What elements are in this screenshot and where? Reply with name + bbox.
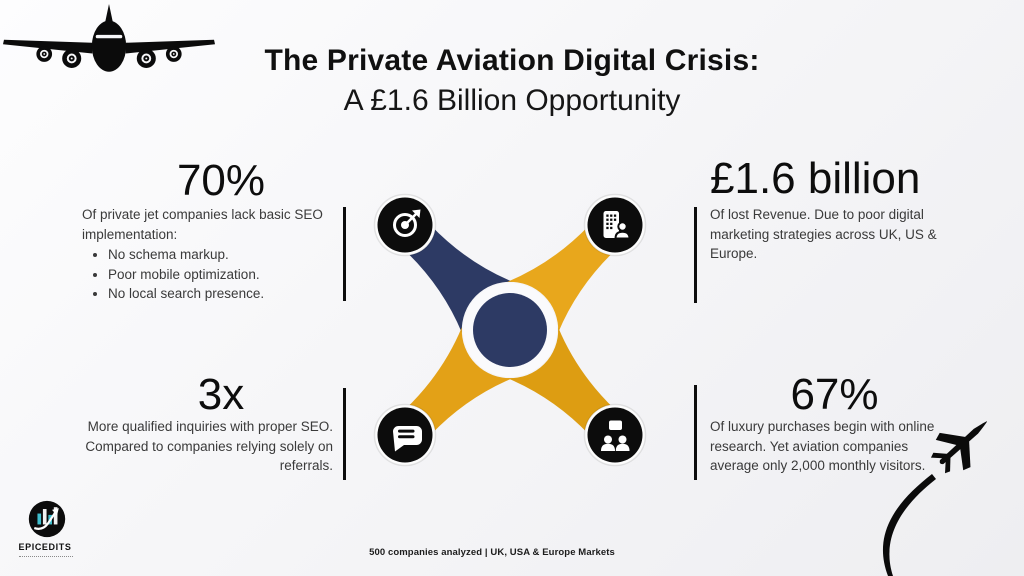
stat-seo-gap-description: Of private jet companies lack basic SEO … [82,205,336,304]
center-circle [473,293,547,367]
divider-line [343,388,346,480]
divider-line [343,207,346,301]
engine-icons [36,46,182,68]
footer-source-note: 500 companies analyzed | UK, USA & Europ… [369,547,615,558]
target-goal-icon [373,193,437,257]
page-title-line1: The Private Aviation Digital Crisis: [264,44,760,77]
logo-wordmark: EPICEDITS [18,542,72,552]
stat-lost-revenue-value: £1.6 billion [710,154,921,203]
diagram-arms [405,225,615,435]
bullet-item: No schema markup. [108,245,336,265]
bullet-item: No local search presence. [108,284,336,304]
stat-seo-gap-bullets: No schema markup. Poor mobile optimizati… [82,245,336,304]
central-x-diagram [373,193,647,467]
company-building-icon [583,193,647,257]
stat-lost-revenue-description: Of lost Revenue. Due to poor digital mar… [710,207,937,261]
stat-online-research-value: 67% [790,370,879,419]
page-title-line2: A £1.6 Billion Opportunity [343,84,681,117]
divider-line [694,385,697,480]
stat-inquiries-description: More qualified inquiries with proper SEO… [85,419,333,473]
stat-online-research-description: Of luxury purchases begin with online re… [710,419,935,473]
chat-message-icon [373,403,437,467]
stat-seo-gap-text: Of private jet companies lack basic SEO … [82,207,323,242]
logo-tagline-line [19,556,73,557]
bullet-item: Poor mobile optimization. [108,265,336,285]
team-structure-icon [583,403,647,467]
flying-airplane-swoosh-illustration [882,421,988,576]
stat-inquiries-value: 3x [197,370,245,419]
front-airplane-illustration [3,3,215,72]
epicedits-logo-icon [28,500,66,538]
stat-seo-gap-value: 70% [176,156,266,205]
divider-line [694,207,697,303]
